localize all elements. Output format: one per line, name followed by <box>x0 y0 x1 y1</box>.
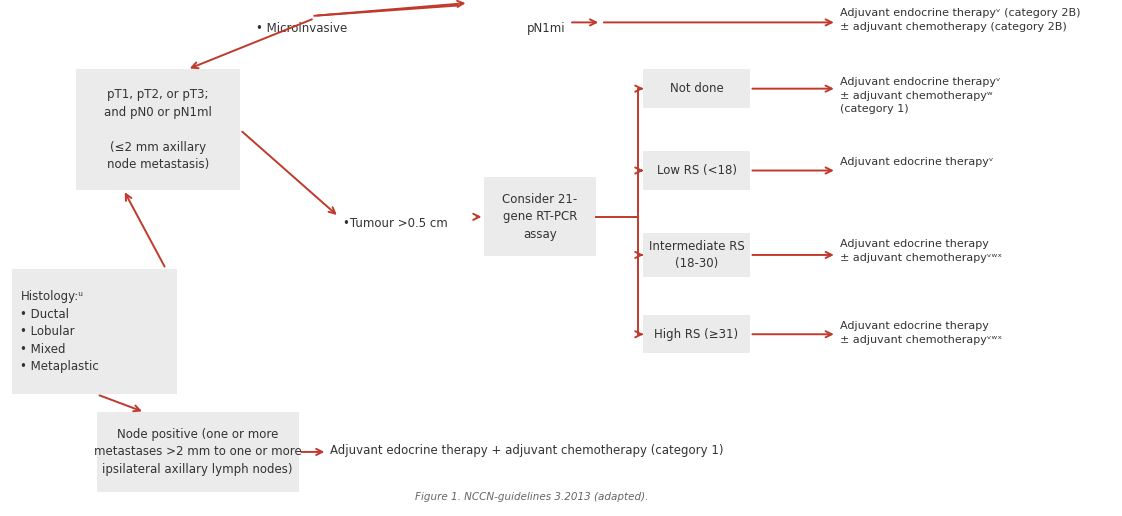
Text: Not done: Not done <box>670 82 724 95</box>
Text: pN1mi: pN1mi <box>526 22 565 36</box>
Text: • Microinvasive: • Microinvasive <box>256 22 348 36</box>
Text: Histology:ᵘ
• Ductal
• Lobular
• Mixed
• Metaplastic: Histology:ᵘ • Ductal • Lobular • Mixed •… <box>20 290 99 373</box>
FancyBboxPatch shape <box>96 412 298 492</box>
Text: Adjuvant edocrine therapyᵛ: Adjuvant edocrine therapyᵛ <box>840 157 993 168</box>
FancyBboxPatch shape <box>485 177 596 256</box>
Text: Adjuvant endocrine therapyᵛ (category 2B)
± adjuvant chemotherapy (category 2B): Adjuvant endocrine therapyᵛ (category 2B… <box>840 8 1080 31</box>
Text: Adjuvant endocrine therapyᵛ
± adjuvant chemotherapyʷ
(category 1): Adjuvant endocrine therapyᵛ ± adjuvant c… <box>840 77 1001 115</box>
Text: •Tumour >0.5 cm: •Tumour >0.5 cm <box>343 217 448 230</box>
Text: Intermediate RS
(18-30): Intermediate RS (18-30) <box>649 240 744 270</box>
FancyBboxPatch shape <box>644 70 749 108</box>
Text: Adjuvant edocrine therapy
± adjuvant chemotherapyᵛʷˣ: Adjuvant edocrine therapy ± adjuvant che… <box>840 239 1002 263</box>
Text: pT1, pT2, or pT3;
and pN0 or pN1ml

(≤2 mm axillary
node metastasis): pT1, pT2, or pT3; and pN0 or pN1ml (≤2 m… <box>104 88 212 171</box>
FancyBboxPatch shape <box>75 70 240 190</box>
Text: Adjuvant edocrine therapy + adjuvant chemotherapy (category 1): Adjuvant edocrine therapy + adjuvant che… <box>330 444 724 457</box>
FancyBboxPatch shape <box>12 269 176 394</box>
Text: Adjuvant edocrine therapy
± adjuvant chemotherapyᵛʷˣ: Adjuvant edocrine therapy ± adjuvant che… <box>840 321 1002 345</box>
Text: High RS (≥31): High RS (≥31) <box>654 328 738 341</box>
Text: Figure 1. NCCN-guidelines 3.2013 (adapted).: Figure 1. NCCN-guidelines 3.2013 (adapte… <box>415 492 649 502</box>
Text: Low RS (<18): Low RS (<18) <box>656 164 736 177</box>
FancyBboxPatch shape <box>644 315 749 353</box>
Text: Consider 21-
gene RT-PCR
assay: Consider 21- gene RT-PCR assay <box>503 192 578 240</box>
Text: Node positive (one or more
metastases >2 mm to one or more
ipsilateral axillary : Node positive (one or more metastases >2… <box>94 428 302 476</box>
FancyBboxPatch shape <box>644 151 749 190</box>
FancyBboxPatch shape <box>644 233 749 277</box>
